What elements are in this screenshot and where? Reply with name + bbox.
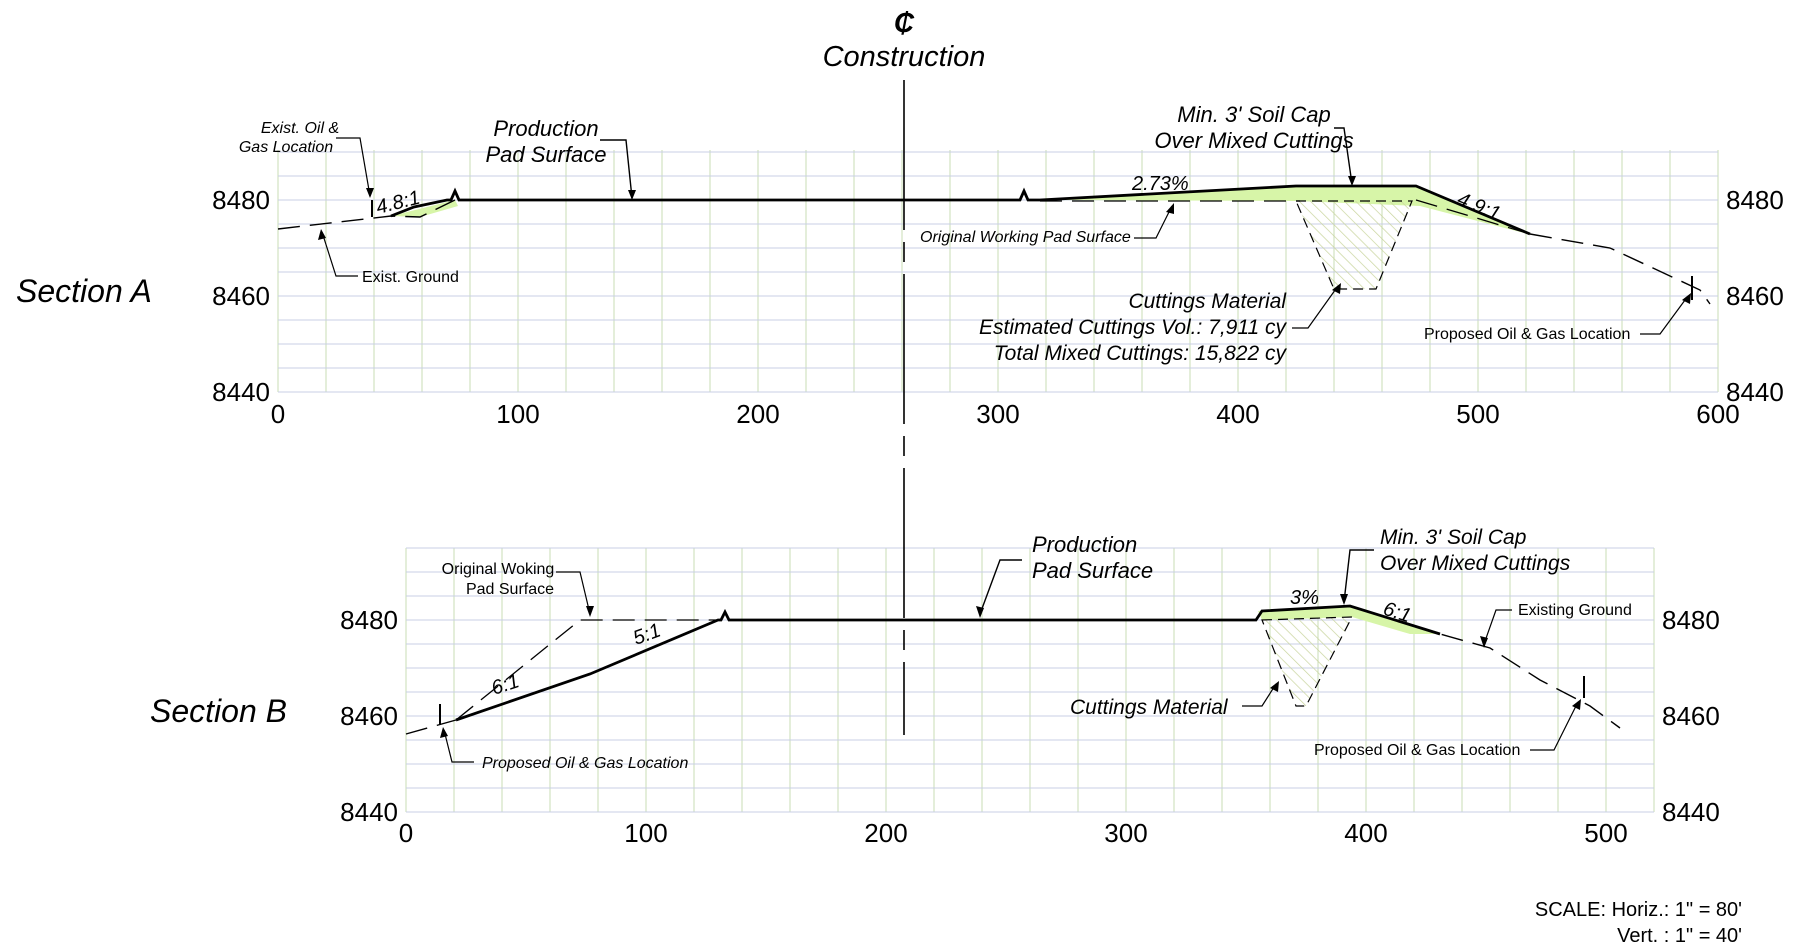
section-a-x-tick: 300: [976, 399, 1019, 429]
section-b-y-tick-right: 8480: [1662, 605, 1720, 635]
original-pad-b-label-line1: Original Woking: [442, 561, 555, 578]
section-a-title: Section A: [16, 273, 152, 309]
section-b-axes: 0 100 200 300 400 500 8480 8460 8440 848…: [340, 605, 1720, 848]
original-pad-label: Original Working Pad Surface: [920, 229, 1131, 246]
section-a-profile: [277, 184, 1711, 305]
section-a-x-tick: 100: [496, 399, 539, 429]
location-markers: [371, 200, 1693, 725]
centerline-symbol: ₵: [894, 7, 915, 38]
section-a-y-tick-left: 8480: [212, 185, 270, 215]
scale-horiz: SCALE: Horiz.: 1" = 80': [1535, 899, 1742, 921]
section-a-soil-cap: [1044, 186, 1528, 234]
proposed-b-left-label: Proposed Oil & Gas Location: [482, 755, 688, 772]
scale-vert: Vert. : 1" = 40': [1617, 925, 1742, 947]
section-b-grid: [405, 547, 1655, 813]
soil-cap-label-line2: Over Mixed Cuttings: [1154, 128, 1353, 153]
section-b-x-tick: 300: [1104, 818, 1147, 848]
production-pad-b-label-line2: Pad Surface: [1032, 558, 1153, 583]
section-a-x-tick: 500: [1456, 399, 1499, 429]
section-b-annotations: Original Woking Pad Surface Production P…: [440, 526, 1632, 772]
section-a-x-tick: 200: [736, 399, 779, 429]
proposed-b-right-label: Proposed Oil & Gas Location: [1314, 742, 1520, 759]
centerline-label: Construction: [823, 41, 986, 73]
production-pad-label-line1: Production: [493, 116, 598, 141]
section-b-y-tick-left: 8460: [340, 701, 398, 731]
exist-location-label-line1: Exist. Oil &: [261, 120, 339, 137]
section-a-x-tick: 600: [1696, 399, 1739, 429]
section-a-x-tick: 400: [1216, 399, 1259, 429]
section-a-y-tick-left: 8440: [212, 377, 270, 407]
proposed-location-label: Proposed Oil & Gas Location: [1424, 326, 1630, 343]
section-a-y-tick-left: 8460: [212, 281, 270, 311]
section-a-axes: 0 100 200 300 400 500 600 8480 8460 8440…: [212, 185, 1784, 429]
section-b-x-tick: 400: [1344, 818, 1387, 848]
slope-b-s1: 6:1: [489, 670, 522, 700]
section-b-cuttings-hatch: [1261, 616, 1354, 707]
production-pad-b-label-line1: Production: [1032, 532, 1137, 557]
original-pad-b-label-line2: Pad Surface: [466, 581, 554, 598]
section-a-y-tick-right: 8480: [1726, 185, 1784, 215]
exist-ground-label: Exist. Ground: [362, 269, 459, 286]
soil-cap-label-line1: Min. 3' Soil Cap: [1177, 102, 1330, 127]
section-a-x-tick: 0: [271, 399, 285, 429]
cuttings-label-line2: Estimated Cuttings Vol.: 7,911 cy: [979, 316, 1287, 339]
section-a-cuttings-hatch: [1295, 200, 1413, 290]
slope-b-grade: 3%: [1290, 587, 1319, 609]
section-a-y-tick-right: 8460: [1726, 281, 1784, 311]
section-b-x-tick: 200: [864, 818, 907, 848]
exist-location-label-line2: Gas Location: [239, 139, 333, 156]
existing-ground-b-label: Existing Ground: [1518, 602, 1632, 619]
cuttings-b-label: Cuttings Material: [1070, 696, 1229, 719]
soil-cap-b-label-line1: Min. 3' Soil Cap: [1380, 526, 1526, 549]
cuttings-label-line3: Total Mixed Cuttings: 15,822 cy: [994, 342, 1288, 365]
section-b-x-tick: 500: [1584, 818, 1627, 848]
section-b-y-tick-left: 8480: [340, 605, 398, 635]
section-b-profile: [405, 604, 1621, 735]
production-pad-label-line2: Pad Surface: [485, 142, 606, 167]
section-b-soil-cap: [1258, 606, 1440, 634]
section-b-y-tick-right: 8440: [1662, 797, 1720, 827]
soil-cap-b-label-line2: Over Mixed Cuttings: [1380, 552, 1571, 575]
slope-grade: 2.73%: [1131, 173, 1189, 195]
section-a-left-fill: [391, 200, 458, 217]
cuttings-label-line1: Cuttings Material: [1128, 290, 1287, 313]
section-b-x-tick: 0: [399, 818, 413, 848]
section-b-y-tick-left: 8440: [340, 797, 398, 827]
section-a-y-tick-right: 8440: [1726, 377, 1784, 407]
section-b-x-tick: 100: [624, 818, 667, 848]
section-a-annotations: Production Pad Surface Min. 3' Soil Cap …: [239, 102, 1691, 365]
section-b-title: Section B: [150, 693, 287, 729]
section-b-y-tick-right: 8460: [1662, 701, 1720, 731]
